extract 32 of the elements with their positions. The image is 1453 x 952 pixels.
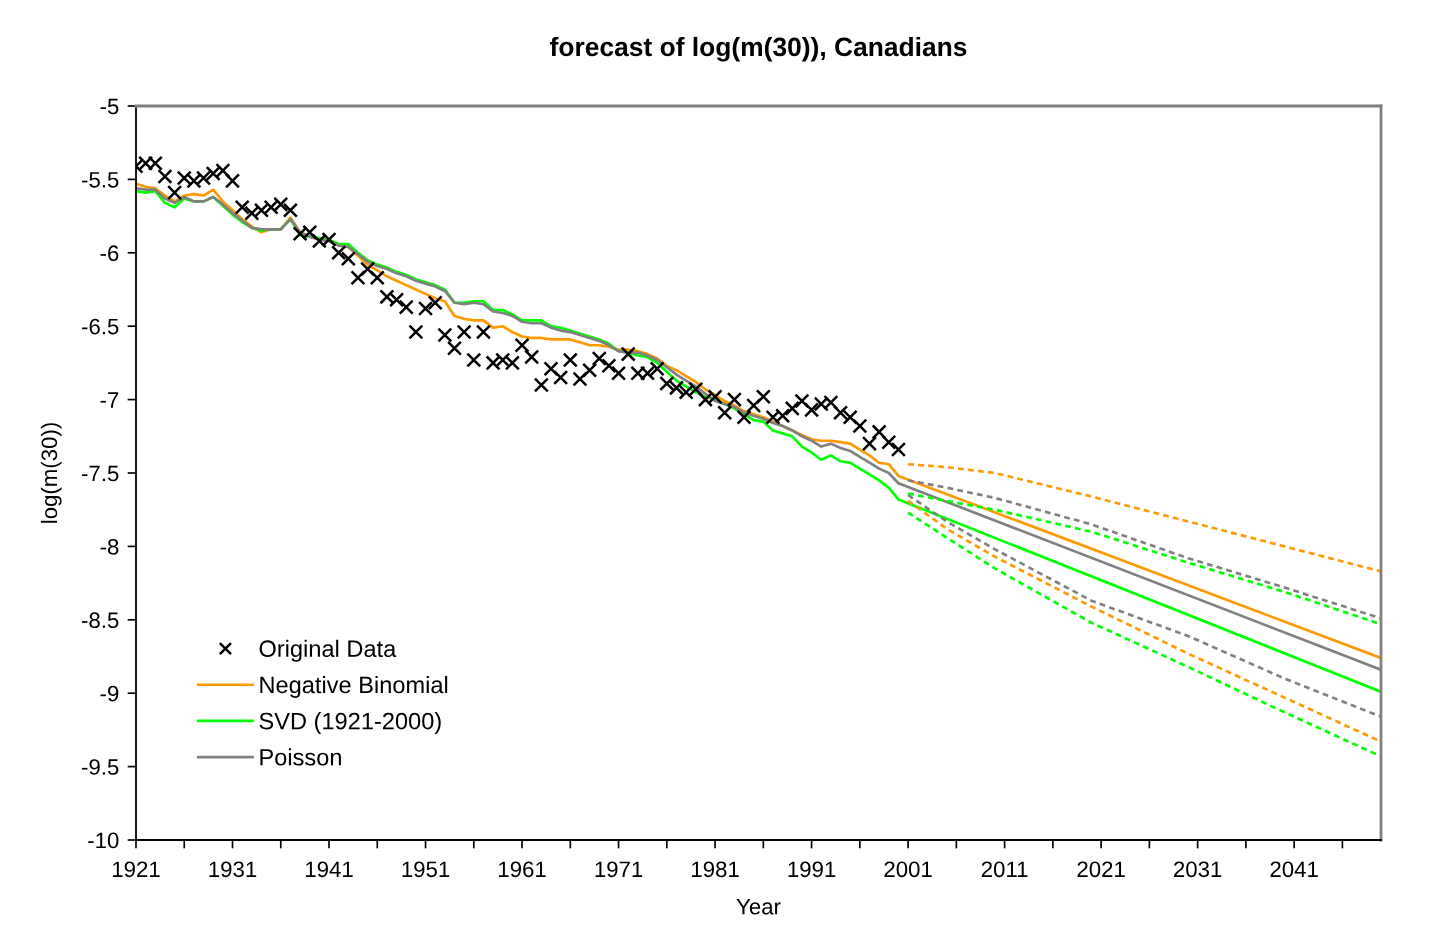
legend-label: Poisson — [260, 748, 341, 766]
y-axis-title: log(m(30)) — [40, 423, 62, 523]
y-tick-label: -6 — [100, 245, 119, 262]
y-tick-label: -9.5 — [82, 759, 119, 775]
y-tick-label: -6.5 — [82, 318, 119, 335]
x-tick-label: 2011 — [981, 861, 1028, 878]
chart-title: forecast of log(m(30)), Canadians — [550, 36, 967, 62]
x-tick-label: 2041 — [1270, 861, 1318, 878]
legend-label: SVD (1921-2000) — [259, 712, 441, 735]
line-series — [906, 462, 1381, 573]
y-tick-label: -10 — [88, 832, 119, 849]
y-tick-label: -8.5 — [82, 612, 119, 629]
x-tick-label: 1981 — [692, 861, 739, 878]
y-tick-label: -7.5 — [82, 465, 119, 482]
legend-label: Negative Binomial — [260, 675, 448, 698]
y-tick-label: -8 — [100, 538, 119, 555]
y-tick-label: -7 — [100, 392, 119, 408]
x-axis-title: Year — [736, 899, 781, 915]
legend-label: Original Data — [259, 639, 397, 662]
x-tick-label: 1931 — [209, 861, 257, 878]
x-tick-label: 1941 — [306, 861, 353, 878]
x-tick-label: 2031 — [1174, 861, 1222, 878]
y-tick-label: -9 — [100, 685, 119, 702]
x-tick-label: 1991 — [788, 861, 836, 878]
x-tick-label: 1921 — [112, 861, 160, 878]
y-tick-label: -5.5 — [82, 172, 119, 188]
y-tick-label: -5 — [100, 98, 119, 115]
x-tick-label: 2001 — [884, 861, 932, 878]
x-tick-label: 2021 — [1077, 861, 1125, 878]
x-tick-label: 1961 — [499, 861, 546, 878]
x-tick-label: 1971 — [595, 861, 643, 878]
x-tick-label: 1951 — [402, 861, 450, 878]
